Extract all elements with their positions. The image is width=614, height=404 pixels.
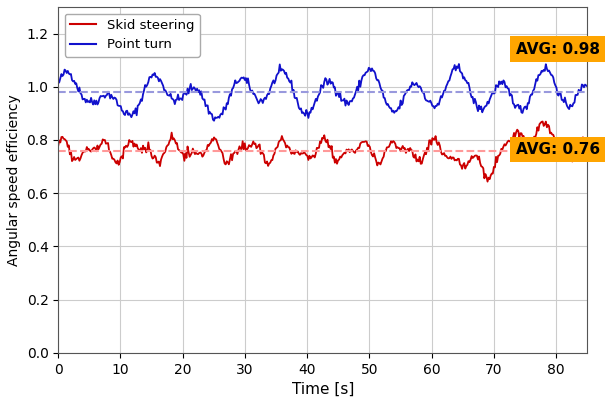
Skid steering bbox=[489, 171, 497, 176]
Y-axis label: Angular speed efficiency: Angular speed efficiency bbox=[7, 94, 21, 266]
Skid steering bbox=[573, 152, 580, 156]
Skid steering bbox=[55, 143, 62, 148]
Text: AVG: 0.98: AVG: 0.98 bbox=[516, 42, 600, 57]
Point turn bbox=[490, 91, 497, 96]
Point turn bbox=[370, 69, 378, 74]
Point turn bbox=[307, 110, 314, 115]
Point turn bbox=[55, 81, 62, 86]
Line: Point turn: Point turn bbox=[58, 64, 587, 121]
Point turn bbox=[211, 118, 218, 123]
Skid steering bbox=[309, 153, 316, 158]
Text: AVG: 0.76: AVG: 0.76 bbox=[516, 142, 600, 157]
Point turn bbox=[583, 84, 591, 88]
Legend: Skid steering, Point turn: Skid steering, Point turn bbox=[65, 14, 200, 57]
Line: Skid steering: Skid steering bbox=[58, 122, 587, 182]
Point turn bbox=[573, 93, 580, 97]
Skid steering bbox=[306, 154, 313, 158]
Point turn bbox=[342, 103, 349, 108]
Point turn bbox=[310, 103, 317, 108]
Point turn bbox=[455, 61, 462, 66]
Skid steering bbox=[484, 179, 491, 184]
Skid steering bbox=[341, 150, 348, 155]
Skid steering bbox=[583, 138, 591, 143]
X-axis label: Time [s]: Time [s] bbox=[292, 382, 354, 397]
Skid steering bbox=[539, 119, 546, 124]
Skid steering bbox=[370, 154, 377, 159]
